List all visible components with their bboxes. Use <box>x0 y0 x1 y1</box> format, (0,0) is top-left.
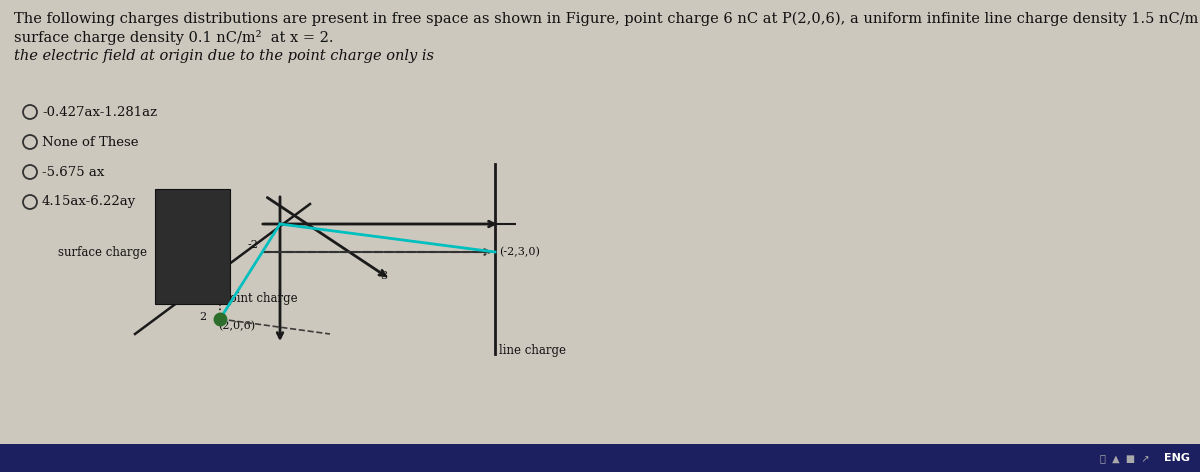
Text: The following charges distributions are present in free space as shown in Figure: The following charges distributions are … <box>14 12 1200 26</box>
Bar <box>155 189 230 304</box>
Text: surface charge: surface charge <box>58 246 148 259</box>
Text: the electric field at origin due to the point charge only is: the electric field at origin due to the … <box>14 49 434 63</box>
Bar <box>0 444 1200 472</box>
Text: surface charge density 0.1 nC/m²  at x = 2.: surface charge density 0.1 nC/m² at x = … <box>14 30 334 45</box>
Text: ENG: ENG <box>1164 453 1190 463</box>
Text: 2: 2 <box>199 312 206 322</box>
Text: line charge: line charge <box>499 344 566 357</box>
Text: (2,0,6): (2,0,6) <box>218 321 256 331</box>
Text: 4.15ax-6.22ay: 4.15ax-6.22ay <box>42 195 137 209</box>
Text: ❓  ▲  ■  ↗: ❓ ▲ ■ ↗ <box>1100 453 1150 463</box>
Text: (-2,3,0): (-2,3,0) <box>499 247 540 257</box>
Text: None of These: None of These <box>42 135 138 149</box>
Text: point charge: point charge <box>222 292 298 305</box>
Text: -0.427ax-1.281az: -0.427ax-1.281az <box>42 106 157 118</box>
Text: -2: -2 <box>247 240 258 250</box>
Text: 3: 3 <box>380 271 388 281</box>
Text: -5.675 ax: -5.675 ax <box>42 166 104 178</box>
